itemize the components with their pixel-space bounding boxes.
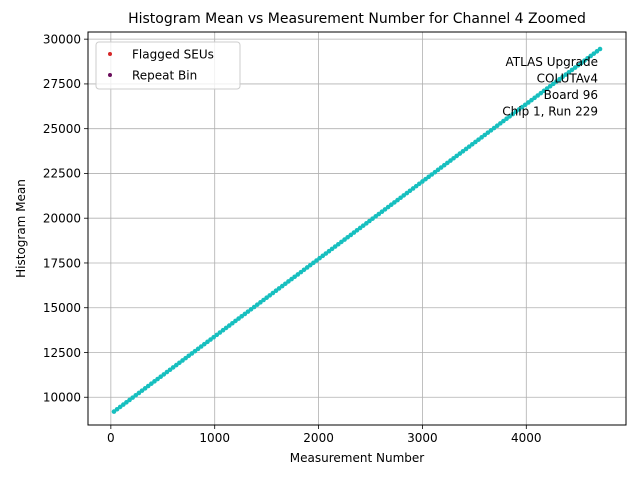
y-tick-label: 22500: [43, 167, 81, 181]
y-axis-label: Histogram Mean: [14, 179, 28, 278]
legend: Flagged SEUs Repeat Bin: [95, 41, 241, 90]
legend-label: Repeat Bin: [132, 68, 197, 82]
y-tick-label: 17500: [43, 256, 81, 270]
x-tick-label: 2000: [303, 431, 334, 445]
y-tick-label: 12500: [43, 346, 81, 360]
annotation-line: COLUTAv4: [537, 72, 598, 86]
legend-marker: [108, 52, 112, 56]
y-tick-label: 30000: [43, 32, 81, 46]
x-tick-label: 3000: [407, 431, 438, 445]
y-tick-label: 27500: [43, 77, 81, 91]
grid-lines: [88, 32, 626, 425]
data-points: [111, 46, 603, 414]
x-tick-label: 0: [107, 431, 115, 445]
axis-ticks: 0 1000 2000 3000 4000 10000 12500 15000 17500 200…: [43, 32, 542, 445]
x-tick-label: 4000: [511, 431, 542, 445]
y-tick-label: 10000: [43, 391, 81, 405]
y-tick-label: 20000: [43, 212, 81, 226]
y-tick-label: 15000: [43, 301, 81, 315]
x-axis-label: Measurement Number: [290, 451, 424, 465]
legend-marker: [108, 73, 112, 77]
y-tick-label: 25000: [43, 122, 81, 136]
annotation-line: ATLAS Upgrade: [505, 55, 598, 69]
chart-title: Histogram Mean vs Measurement Number for…: [128, 11, 586, 27]
data-point: [597, 46, 603, 52]
legend-box: [95, 41, 241, 90]
legend-label: Flagged SEUs: [132, 47, 214, 61]
plot-area-frame: [87, 31, 627, 426]
annotation-line: Board 96: [544, 88, 598, 102]
run-info-annotation: ATLAS Upgrade COLUTAv4 Board 96 Chip 1, Run…: [502, 55, 598, 119]
annotation-line: Chip 1, Run 229: [502, 105, 598, 119]
x-tick-label: 1000: [199, 431, 230, 445]
